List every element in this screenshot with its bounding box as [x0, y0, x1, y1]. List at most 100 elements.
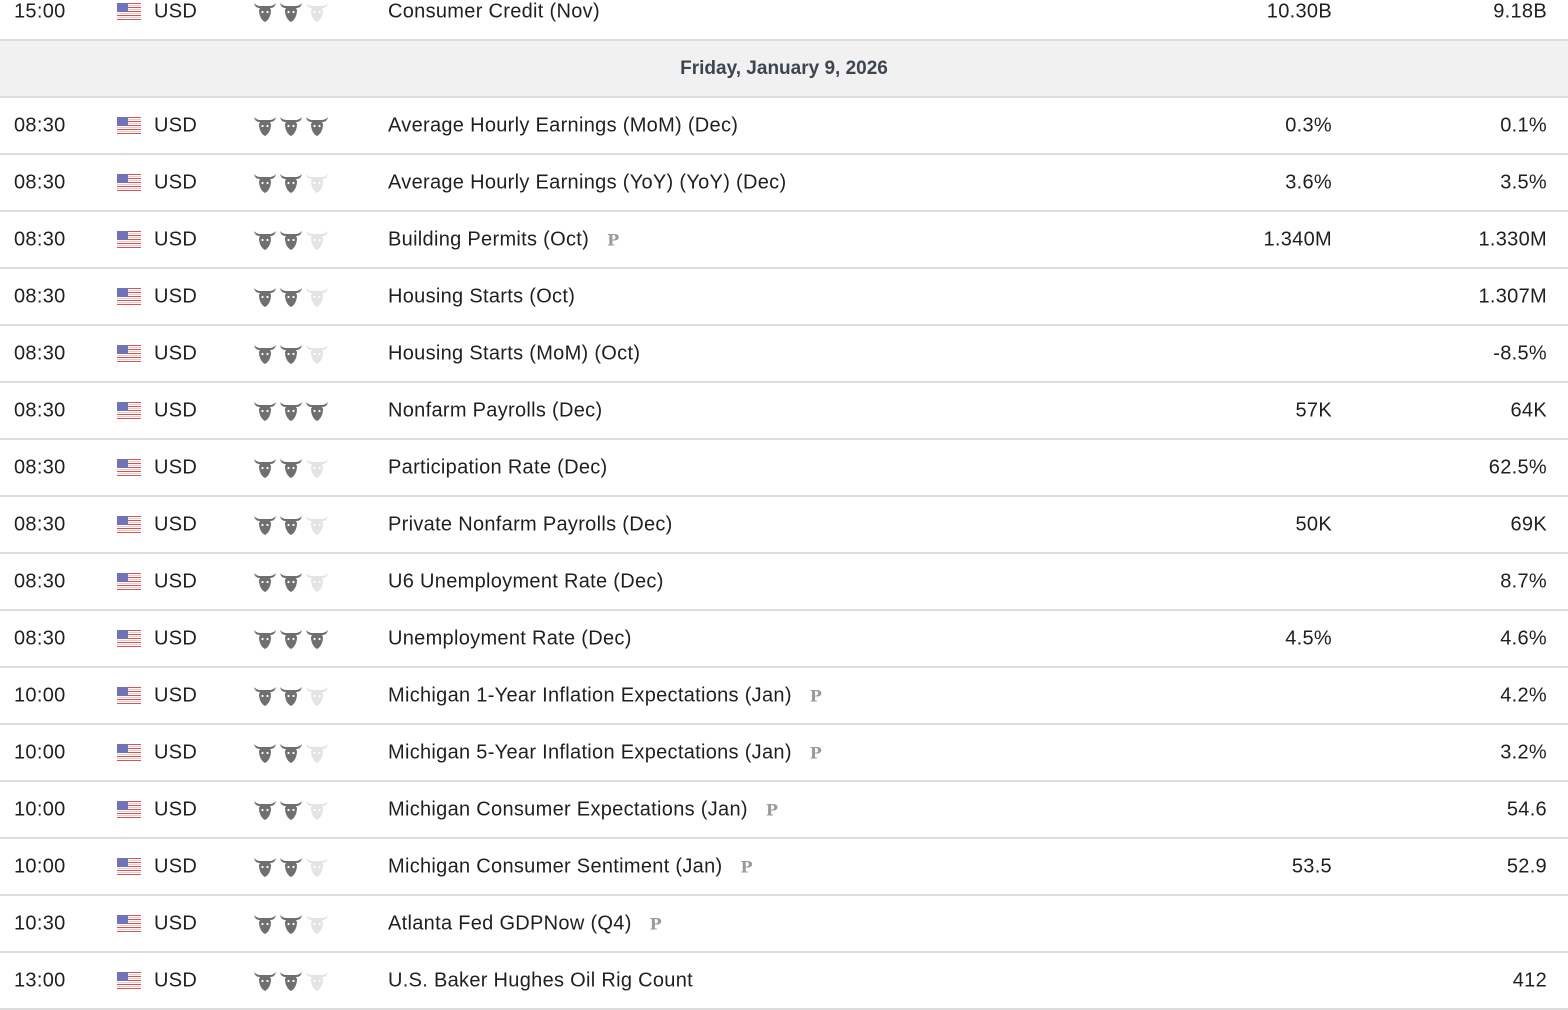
event-name-cell: U.S. Baker Hughes Oil Rig Count	[388, 969, 693, 992]
importance-rating	[253, 229, 329, 251]
event-row[interactable]: 10:00 USD Michigan Consumer Sentiment (J…	[0, 839, 1568, 896]
preliminary-p-icon: P	[809, 743, 823, 762]
event-name-link[interactable]: Consumer Credit (Nov)	[388, 0, 600, 22]
event-forecast: 50K	[1295, 513, 1332, 535]
event-name-link[interactable]: Building Permits (Oct)	[388, 228, 590, 250]
us-flag-icon	[117, 515, 141, 533]
us-flag-icon	[117, 743, 141, 761]
event-previous: 52.9	[1506, 855, 1547, 877]
event-row[interactable]: 10:00 USD Michigan 5-Year Inflation Expe…	[0, 725, 1568, 782]
us-flag-icon	[117, 2, 141, 20]
event-time: 08:30	[14, 399, 66, 421]
event-row[interactable]: 08:30 USD Private Nonfarm Payrolls (Dec)…	[0, 497, 1568, 554]
event-row[interactable]: 10:30 USD Atlanta Fed GDPNow (Q4) P	[0, 896, 1568, 953]
event-time: 08:30	[14, 570, 66, 592]
bull-icon	[254, 116, 276, 136]
bull-icon	[306, 401, 328, 421]
event-time: 08:30	[14, 513, 66, 535]
event-name-cell: Private Nonfarm Payrolls (Dec)	[388, 513, 673, 536]
preliminary-p-icon: P	[809, 686, 823, 705]
bull-icon	[280, 629, 302, 649]
importance-rating	[253, 514, 329, 536]
importance-rating	[253, 115, 329, 137]
event-currency: USD	[154, 456, 198, 478]
us-flag-icon	[117, 800, 141, 818]
us-flag-icon	[117, 344, 141, 362]
event-time: 10:00	[14, 798, 66, 820]
event-currency: USD	[154, 684, 198, 706]
event-name-link[interactable]: Participation Rate (Dec)	[388, 456, 608, 478]
bull-icon	[306, 2, 328, 22]
date-header-label: Friday, January 9, 2026	[680, 57, 888, 79]
event-name-link[interactable]: U6 Unemployment Rate (Dec)	[388, 570, 664, 592]
event-forecast: 0.3%	[1285, 114, 1332, 136]
event-currency: USD	[154, 798, 198, 820]
event-previous: 412	[1512, 969, 1547, 991]
bull-icon	[254, 2, 276, 22]
event-row[interactable]: 08:30 USD U6 Unemployment Rate (Dec) 8.7…	[0, 554, 1568, 611]
event-name-link[interactable]: U.S. Baker Hughes Oil Rig Count	[388, 969, 693, 991]
bull-icon	[306, 743, 328, 763]
event-currency: USD	[154, 171, 198, 193]
bull-icon	[280, 287, 302, 307]
event-name-link[interactable]: Atlanta Fed GDPNow (Q4)	[388, 912, 632, 934]
event-row[interactable]: 15:00 USD Consumer Credit (Nov) 10.30B 9…	[0, 0, 1568, 41]
event-currency: USD	[154, 228, 198, 250]
event-currency: USD	[154, 570, 198, 592]
event-name-link[interactable]: Unemployment Rate (Dec)	[388, 627, 632, 649]
bull-icon	[280, 572, 302, 592]
event-currency: USD	[154, 513, 198, 535]
event-row[interactable]: 08:30 USD Average Hourly Earnings (MoM) …	[0, 98, 1568, 155]
event-name-link[interactable]: Average Hourly Earnings (MoM) (Dec)	[388, 114, 739, 136]
event-time: 10:30	[14, 912, 66, 934]
preliminary-p-icon: P	[765, 800, 779, 819]
event-name-cell: Michigan 1-Year Inflation Expectations (…	[388, 684, 822, 707]
event-row[interactable]: 08:30 USD Building Permits (Oct) P 1.340M…	[0, 212, 1568, 269]
event-currency: USD	[154, 912, 198, 934]
bull-icon	[254, 458, 276, 478]
event-currency: USD	[154, 627, 198, 649]
importance-rating	[253, 571, 329, 593]
event-row[interactable]: 08:30 USD Participation Rate (Dec) 62.5%	[0, 440, 1568, 497]
event-name-link[interactable]: Housing Starts (Oct)	[388, 285, 576, 307]
event-row[interactable]: 13:00 USD U.S. Baker Hughes Oil Rig Coun…	[0, 953, 1568, 1010]
event-name-cell: Building Permits (Oct) P	[388, 228, 619, 251]
event-row[interactable]: 08:30 USD Average Hourly Earnings (YoY) …	[0, 155, 1568, 212]
event-name-link[interactable]: Michigan Consumer Sentiment (Jan)	[388, 855, 723, 877]
event-name-link[interactable]: Private Nonfarm Payrolls (Dec)	[388, 513, 673, 535]
importance-rating	[253, 286, 329, 308]
event-name-link[interactable]: Housing Starts (MoM) (Oct)	[388, 342, 641, 364]
event-time: 15:00	[14, 0, 66, 22]
event-name-link[interactable]: Michigan 5-Year Inflation Expectations (…	[388, 741, 792, 763]
us-flag-icon	[117, 572, 141, 590]
bull-icon	[306, 800, 328, 820]
event-row[interactable]: 08:30 USD Unemployment Rate (Dec) 4.5% 4…	[0, 611, 1568, 668]
event-name-link[interactable]: Michigan Consumer Expectations (Jan)	[388, 798, 748, 820]
event-previous: 9.18B	[1493, 0, 1547, 22]
event-previous: 8.7%	[1500, 570, 1547, 592]
importance-rating	[253, 628, 329, 650]
event-previous: -8.5%	[1493, 342, 1547, 364]
event-row[interactable]: 08:30 USD Nonfarm Payrolls (Dec) 57K 64K	[0, 383, 1568, 440]
event-currency: USD	[154, 285, 198, 307]
event-row[interactable]: 10:00 USD Michigan 1-Year Inflation Expe…	[0, 668, 1568, 725]
event-name-link[interactable]: Average Hourly Earnings (YoY) (YoY) (Dec…	[388, 171, 787, 193]
event-row[interactable]: 08:30 USD Housing Starts (MoM) (Oct) -8.…	[0, 326, 1568, 383]
event-name-link[interactable]: Nonfarm Payrolls (Dec)	[388, 399, 603, 421]
event-name-cell: Atlanta Fed GDPNow (Q4) P	[388, 912, 662, 935]
event-time: 08:30	[14, 285, 66, 307]
event-forecast: 10.30B	[1266, 0, 1332, 22]
bull-icon	[306, 344, 328, 364]
event-name-cell: Average Hourly Earnings (MoM) (Dec)	[388, 114, 738, 137]
event-time: 08:30	[14, 171, 66, 193]
bull-icon	[280, 230, 302, 250]
event-time: 10:00	[14, 684, 66, 706]
event-previous: 64K	[1510, 399, 1547, 421]
bull-icon	[254, 230, 276, 250]
bull-icon	[280, 2, 302, 22]
bull-icon	[280, 116, 302, 136]
event-row[interactable]: 08:30 USD Housing Starts (Oct) 1.307M	[0, 269, 1568, 326]
event-row[interactable]: 10:00 USD Michigan Consumer Expectations…	[0, 782, 1568, 839]
event-name-link[interactable]: Michigan 1-Year Inflation Expectations (…	[388, 684, 792, 706]
bull-icon	[254, 287, 276, 307]
